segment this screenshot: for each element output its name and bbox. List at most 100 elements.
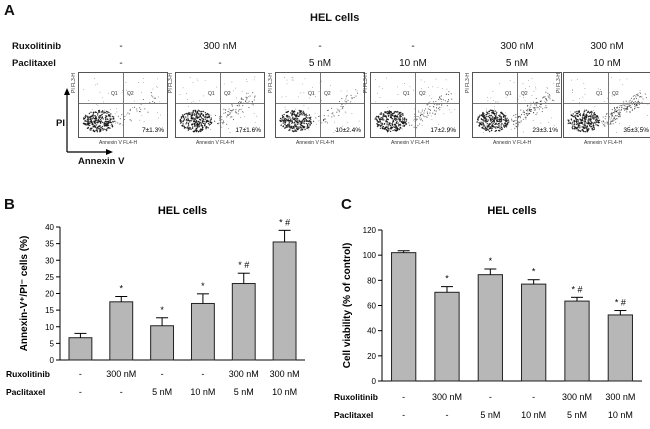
quadrant-q2-label: Q2 bbox=[612, 91, 619, 97]
panel-a-letter: A bbox=[4, 2, 15, 19]
panel-a-rux-cell: - bbox=[119, 41, 123, 52]
ruxolitinib-cell: - bbox=[161, 369, 164, 379]
plot-y-axis-label: PI FL3-H bbox=[465, 72, 471, 93]
y-tick-label: 40 bbox=[367, 327, 376, 336]
panel-b-letter: B bbox=[4, 196, 15, 213]
plot-x-axis-label: Annexin V FL4-H bbox=[584, 140, 623, 146]
annexin-bar-chart: HEL cells 0 5 10 15 20 25 30 35 40 Annexin-V⁺/PI⁻ … bbox=[6, 205, 305, 397]
apoptosis-percent: 10±2.4% bbox=[335, 127, 361, 134]
panel-a-paclitaxel-label: Paclitaxel bbox=[12, 58, 56, 69]
plot-y-axis-label: PI FL3-H bbox=[168, 72, 174, 93]
significance-label: * bbox=[489, 256, 493, 266]
quadrant-q1-label: Q1 bbox=[308, 91, 315, 97]
ruxolitinib-label: Ruxolitinib bbox=[334, 392, 378, 402]
y-tick-label: 15 bbox=[45, 306, 54, 315]
flow-cytometry-plot: Q1 Q2 PI FL3-H 10±2.4% Annexin V FL4-H bbox=[268, 72, 365, 146]
bar bbox=[477, 274, 503, 382]
quadrant-q2-label: Q2 bbox=[224, 91, 231, 97]
quadrant-q1-label: Q1 bbox=[596, 91, 603, 97]
y-tick-label: 10 bbox=[45, 323, 54, 332]
ruxolitinib-cell: 300 nM bbox=[432, 392, 462, 402]
paclitaxel-cell: 5 nM bbox=[480, 410, 500, 420]
panel-a-pac-cell: - bbox=[119, 58, 123, 69]
panel-a-rux-cell: 300 nM bbox=[500, 41, 534, 52]
annexin-arrowhead bbox=[106, 149, 113, 155]
ruxolitinib-cell: - bbox=[402, 392, 405, 402]
ruxolitinib-cell: 300 nM bbox=[106, 369, 136, 379]
panel-a-rux-cell: - bbox=[411, 41, 415, 52]
ruxolitinib-label: Ruxolitinib bbox=[6, 369, 50, 379]
scatter-dots bbox=[279, 76, 360, 133]
y-tick-label: 40 bbox=[45, 223, 54, 232]
flow-cytometry-plot: Q1 Q2 PI FL3-H 23±3.1% Annexin V FL4-H bbox=[465, 72, 562, 146]
significance-label: * # bbox=[279, 217, 290, 227]
quadrant-q2-label: Q2 bbox=[419, 91, 426, 97]
bar bbox=[272, 241, 297, 361]
apoptosis-percent: 17±1.6% bbox=[235, 127, 261, 134]
plot-x-axis-label: Annexin V FL4-H bbox=[196, 140, 235, 146]
quadrant-q1-label: Q1 bbox=[208, 91, 215, 97]
pi-arrowhead bbox=[64, 88, 70, 95]
flow-cytometry-plot: Q1 Q2 PI FL3-H 17±2.9% Annexin V FL4-H bbox=[363, 72, 460, 146]
panel-a-pac-cell: 5 nM bbox=[505, 58, 529, 69]
bar bbox=[150, 325, 175, 361]
paclitaxel-cell: 10 nM bbox=[190, 387, 215, 397]
panel-a-pi-label: PI bbox=[56, 118, 65, 129]
bar bbox=[434, 291, 460, 382]
ruxolitinib-cell: 300 nM bbox=[562, 392, 592, 402]
quadrant-q1-label: Q1 bbox=[505, 91, 512, 97]
ruxolitinib-cell: - bbox=[532, 392, 535, 402]
scatter-dots bbox=[179, 76, 258, 133]
chart-title: HEL cells bbox=[158, 205, 207, 217]
paclitaxel-label: Paclitaxel bbox=[6, 387, 45, 397]
quadrant-q1-label: Q1 bbox=[403, 91, 410, 97]
significance-label: * bbox=[532, 267, 536, 277]
apoptosis-percent: 7±1.3% bbox=[142, 127, 164, 134]
bar bbox=[607, 314, 633, 382]
significance-label: * bbox=[201, 281, 205, 291]
paclitaxel-cell: - bbox=[402, 410, 405, 420]
bar bbox=[564, 300, 590, 382]
bar bbox=[109, 301, 134, 361]
paclitaxel-cell: 10 nM bbox=[521, 410, 546, 420]
plot-y-axis-label: PI FL3-H bbox=[556, 72, 562, 93]
panel-a-rux-cell: 300 nM bbox=[203, 41, 237, 52]
y-tick-label: 25 bbox=[45, 273, 54, 282]
flow-cytometry-plot: Q1 Q2 PI FL3-H 17±1.6% Annexin V FL4-H bbox=[168, 72, 265, 146]
plot-y-axis-label: PI FL3-H bbox=[363, 72, 369, 93]
y-tick-label: 0 bbox=[372, 377, 377, 386]
ruxolitinib-cell: - bbox=[79, 369, 82, 379]
paclitaxel-label: Paclitaxel bbox=[334, 410, 373, 420]
quadrant-q2-label: Q2 bbox=[324, 91, 331, 97]
bar bbox=[68, 337, 93, 361]
paclitaxel-cell: 5 nM bbox=[234, 387, 254, 397]
quadrant-q1-label: Q1 bbox=[111, 91, 118, 97]
y-tick-label: 0 bbox=[50, 356, 55, 365]
plot-x-axis-label: Annexin V FL4-H bbox=[391, 140, 430, 146]
significance-label: * bbox=[160, 305, 164, 315]
quadrant-q2-label: Q2 bbox=[127, 91, 134, 97]
ruxolitinib-cell: 300 nM bbox=[605, 392, 635, 402]
paclitaxel-cell: 10 nM bbox=[608, 410, 633, 420]
y-tick-label: 120 bbox=[363, 226, 377, 235]
y-axis-label: Annexin-V⁺/PI⁻ cells (%) bbox=[19, 236, 30, 352]
quadrant-q2-label: Q2 bbox=[521, 91, 528, 97]
ruxolitinib-cell: - bbox=[201, 369, 204, 379]
bar bbox=[231, 283, 256, 361]
panel-a-pac-cell: 5 nM bbox=[308, 58, 332, 69]
y-tick-label: 60 bbox=[367, 302, 376, 311]
y-tick-label: 35 bbox=[45, 240, 54, 249]
panel-a-rux-cell: - bbox=[318, 41, 322, 52]
y-tick-label: 20 bbox=[367, 352, 376, 361]
paclitaxel-cell: - bbox=[446, 410, 449, 420]
y-tick-label: 100 bbox=[363, 251, 377, 260]
panel-a-rux-cell: 300 nM bbox=[590, 41, 624, 52]
paclitaxel-cell: - bbox=[120, 387, 123, 397]
scatter-dots bbox=[82, 77, 161, 133]
bar bbox=[190, 302, 215, 361]
significance-label: * bbox=[445, 274, 449, 284]
panel-a-ruxolitinib-label: Ruxolitinib bbox=[12, 41, 62, 52]
scatter-dots bbox=[567, 76, 649, 133]
panel-a-pac-cell: 10 nM bbox=[399, 58, 427, 69]
plot-x-axis-label: Annexin V FL4-H bbox=[493, 140, 532, 146]
